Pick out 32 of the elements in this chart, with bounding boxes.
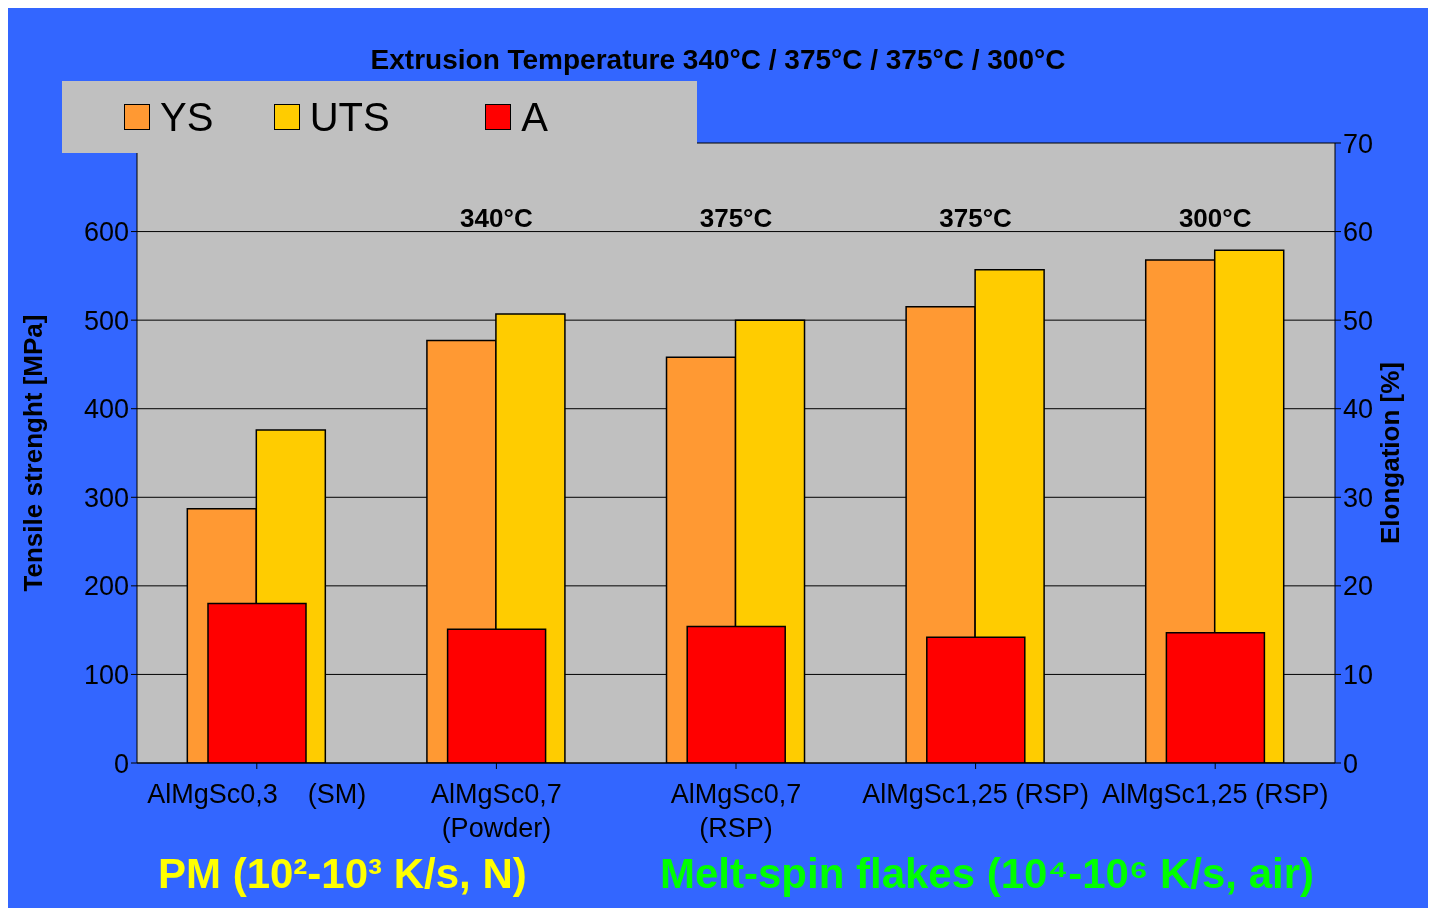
legend-label: UTS: [309, 94, 390, 140]
x-tick-label: AlMgSc0,7 (RSP): [670, 779, 802, 843]
y-tick-label: 0: [113, 748, 129, 779]
y2-axis-title: Elongation [%]: [1375, 362, 1406, 544]
annotation: 340°C: [460, 202, 533, 233]
x-tick-label: AlMgSc1,25 (RSP): [862, 779, 1089, 809]
annotation: 375°C: [939, 202, 1013, 233]
x-tick-label: AlMgSc1,25 (RSP): [1101, 779, 1329, 809]
y-tick-label: 600: [83, 217, 129, 248]
y2-tick-label: 30: [1343, 482, 1374, 513]
annotation: 375°C: [699, 202, 773, 233]
y2-tick-label: 20: [1343, 571, 1374, 602]
y-tick-label: 100: [83, 660, 129, 691]
x-tick-label: AlMgSc0,7 (Powder): [431, 779, 562, 843]
annotation: 300°C: [1178, 202, 1252, 233]
y-tick-label: 400: [83, 394, 129, 425]
y-tick-label: 500: [83, 305, 129, 336]
y2-tick-label: 50: [1343, 305, 1374, 336]
text: PM (10²-10³ K/s, N): [158, 850, 527, 898]
y2-tick-label: 10: [1343, 660, 1374, 691]
chart-title: Extrusion Temperature 340°C / 375°C / 375°C / 300°C: [369, 44, 1067, 76]
y2-tick-label: 40: [1343, 394, 1374, 425]
legend-label: A: [521, 94, 549, 140]
text: Melt-spin flakes (10⁴-10⁶ K/s, air): [660, 850, 1314, 898]
y-tick-label: 200: [83, 571, 129, 602]
y2-tick-label: 0: [1343, 748, 1359, 779]
y2-tick-label: 60: [1343, 217, 1374, 248]
y-tick-label: 300: [83, 482, 129, 513]
y-axis-title: Tensile strenght [MPa]: [18, 314, 49, 592]
y2-tick-label: 70: [1343, 128, 1374, 159]
x-tick-label: AlMgSc0,3 (SM): [147, 779, 367, 809]
legend-label: YS: [160, 94, 214, 140]
